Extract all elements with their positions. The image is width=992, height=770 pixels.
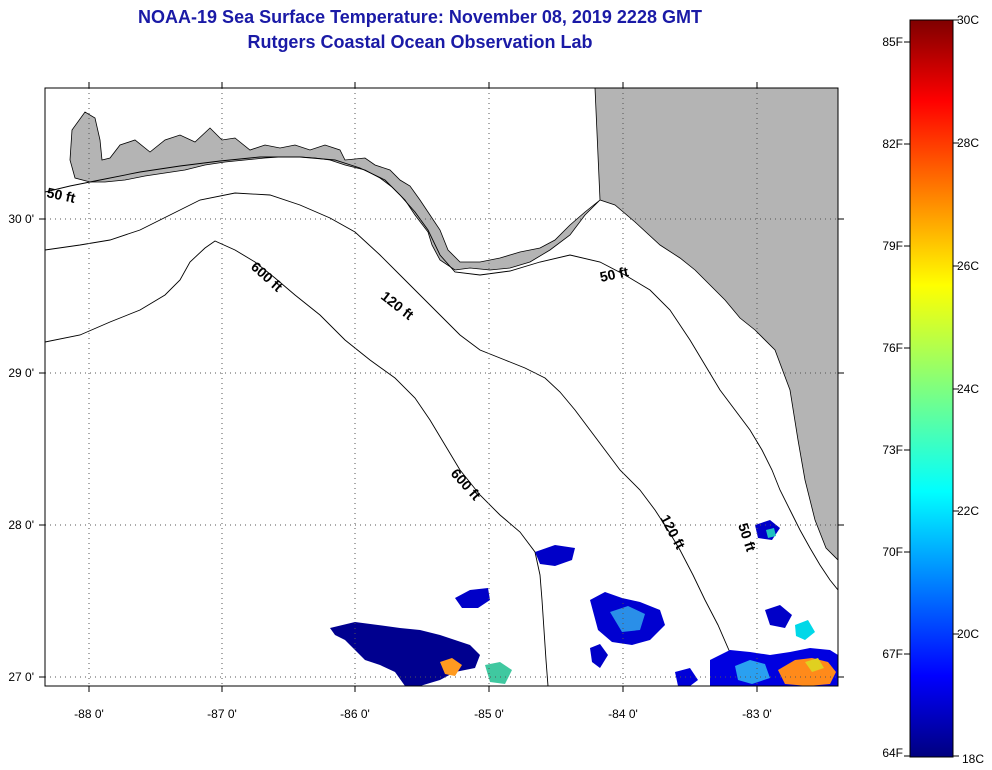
colorbar-f-label: 85F <box>882 35 903 49</box>
sst-patch <box>735 660 770 684</box>
sst-patch <box>330 622 480 686</box>
colorbar-f-label: 67F <box>882 647 903 661</box>
lat-label: 29 0' <box>8 366 34 380</box>
colorbar-c-label: 28C <box>957 136 979 150</box>
colorbar-f-label: 64F <box>882 746 903 760</box>
colorbar-c-label: 20C <box>957 627 979 641</box>
lat-label: 30 0' <box>8 212 34 226</box>
colorbar-f-label: 79F <box>882 239 903 253</box>
sst-patch <box>610 606 645 632</box>
lat-label: 27 0' <box>8 670 34 684</box>
lon-label: -88 0' <box>74 707 104 721</box>
colorbar-c-label: 30C <box>957 13 979 27</box>
sst-patch <box>805 658 824 672</box>
lon-label: -83 0' <box>742 707 772 721</box>
map-frame <box>44 87 839 687</box>
sst-patch <box>485 662 512 684</box>
colorbar-f-label: 76F <box>882 341 903 355</box>
colorbar-f-label: 82F <box>882 137 903 151</box>
colorbar-c-label: 24C <box>957 382 979 396</box>
sst-patch <box>765 605 792 628</box>
colorbar-c-label: 18C <box>962 752 984 766</box>
colorbar-ticks <box>904 19 959 757</box>
sst-patch <box>766 528 776 538</box>
map-subtitle: Rutgers Coastal Ocean Observation Lab <box>247 32 593 52</box>
lon-label: -87 0' <box>207 707 237 721</box>
lon-label: -84 0' <box>608 707 638 721</box>
lon-label: -86 0' <box>340 707 370 721</box>
lake-shape <box>498 91 520 102</box>
sst-patch <box>535 545 575 566</box>
colorbar-f-label: 73F <box>882 443 903 457</box>
colorbar <box>909 19 954 758</box>
sst-patch <box>455 588 490 608</box>
sst-patch <box>675 668 698 686</box>
contour-label-50ft: 50 ft <box>45 184 77 206</box>
sst-patch <box>590 644 608 668</box>
colorbar-c-label: 26C <box>957 259 979 273</box>
graticule <box>45 88 838 686</box>
map-ticks <box>39 82 844 692</box>
sst-patch <box>440 658 462 676</box>
sst-patch <box>795 620 815 640</box>
colorbar-f-label: 70F <box>882 545 903 559</box>
lat-label: 28 0' <box>8 518 34 532</box>
contour-120ft <box>45 192 746 686</box>
colorbar-c-label: 22C <box>957 504 979 518</box>
contour-50ft <box>45 156 838 591</box>
lon-label: -85 0' <box>474 707 504 721</box>
contour-label-50ft: 50 ft <box>598 263 630 285</box>
map-title: NOAA-19 Sea Surface Temperature: Novembe… <box>138 7 702 27</box>
land-mass <box>45 88 838 561</box>
contour-600ft <box>45 240 549 686</box>
